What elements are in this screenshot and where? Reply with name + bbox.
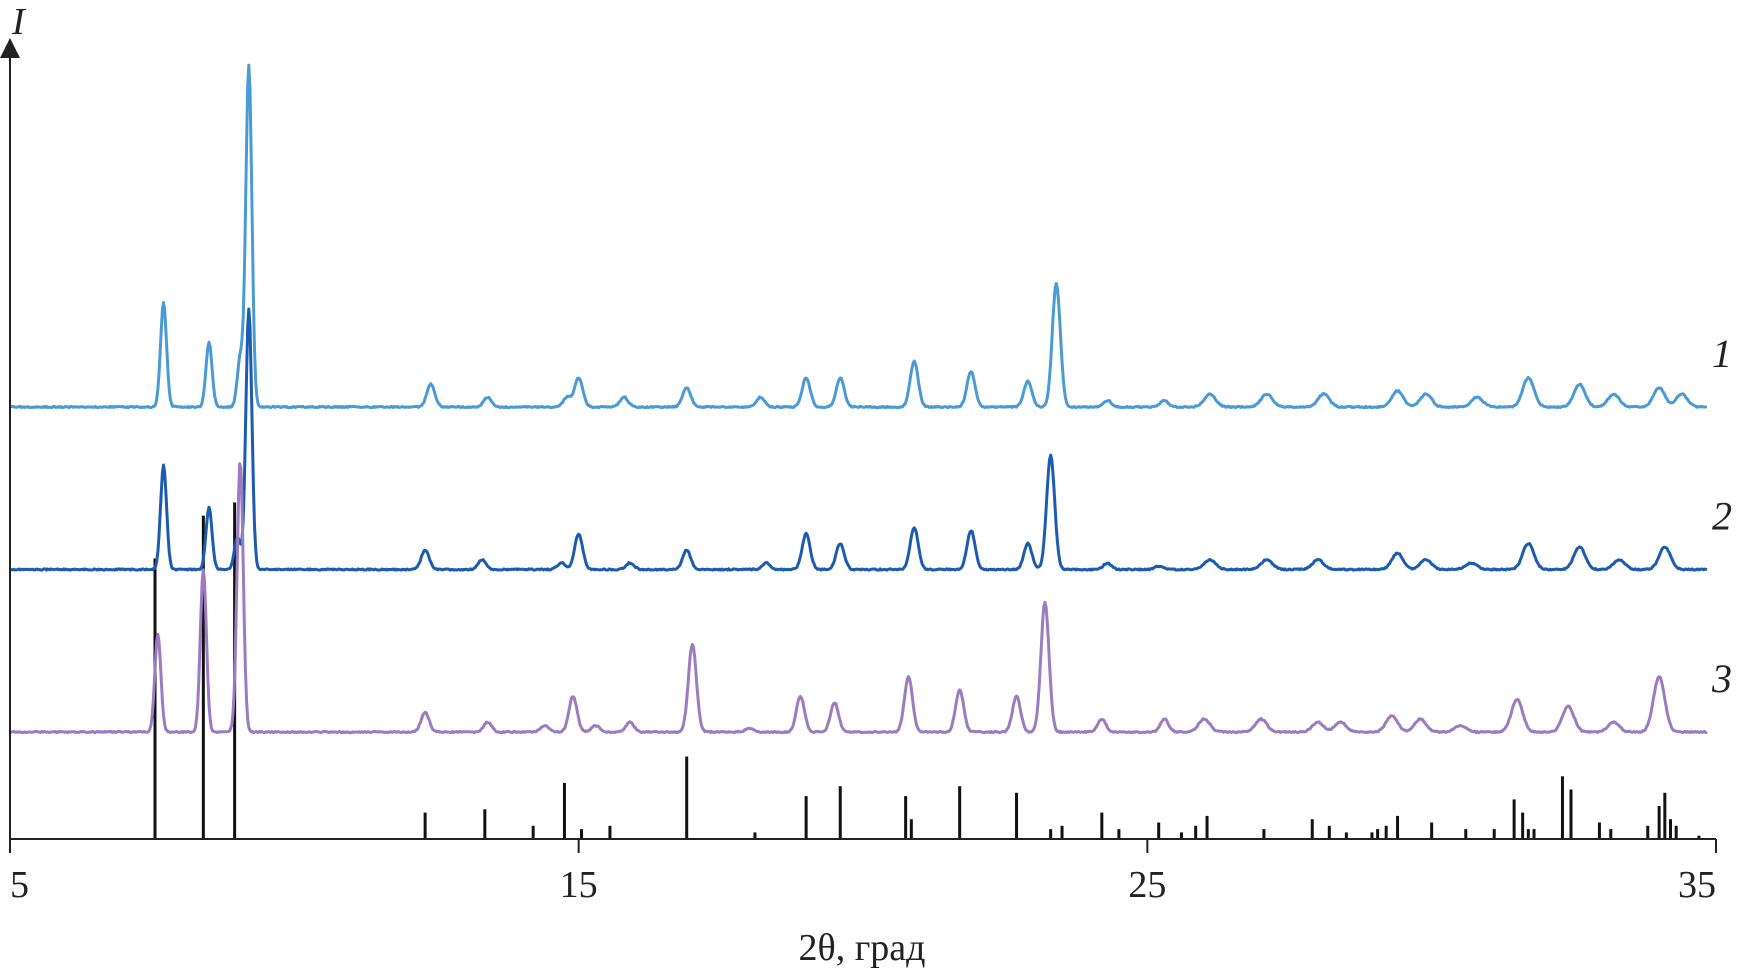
- y-axis-label: I: [11, 1, 27, 43]
- series-line-1: [9, 63, 1708, 410]
- x-tick-label: 35: [1678, 864, 1716, 906]
- x-tick-label: 15: [560, 864, 598, 906]
- x-tick-label: 5: [10, 864, 29, 906]
- series-label-1: 1: [1712, 331, 1732, 376]
- series-labels: 1 2 3: [1711, 331, 1732, 701]
- series-label-2: 2: [1712, 494, 1732, 539]
- series-label-3: 3: [1711, 656, 1732, 701]
- series-line-3: [9, 462, 1708, 735]
- x-tick-label: 25: [1128, 864, 1166, 906]
- series-line-2: [9, 307, 1708, 572]
- reference-bars: [153, 502, 1701, 839]
- x-axis-label: 2θ, град: [799, 927, 926, 969]
- x-ticks: 5 15 25 35: [9, 839, 1717, 906]
- series-group: [9, 63, 1708, 735]
